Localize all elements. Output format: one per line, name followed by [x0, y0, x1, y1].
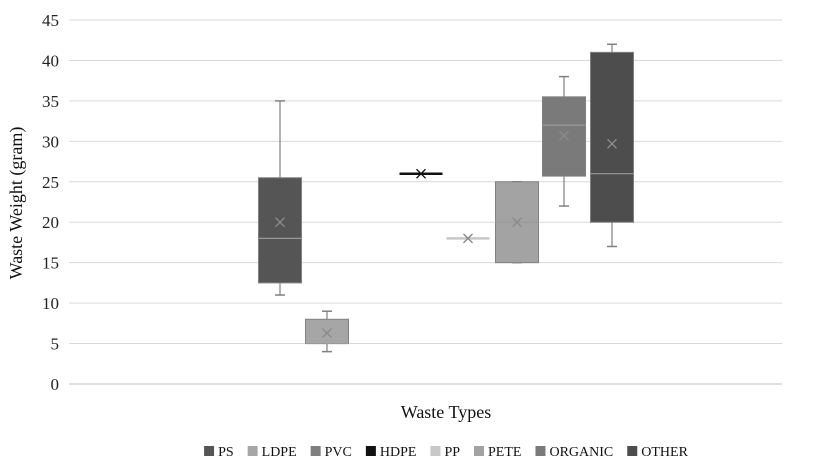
legend-item-pvc: PVC [310, 445, 352, 460]
legend-label: ORGANIC [549, 445, 613, 460]
y-tick-label: 40 [42, 51, 59, 70]
y-tick-label: 35 [42, 92, 59, 111]
mean-marker [322, 328, 332, 339]
mean-marker [463, 233, 473, 244]
legend-swatch [365, 446, 376, 456]
legend-item-pete: PETE [474, 445, 521, 460]
legend-item-other: OTHER [627, 445, 689, 460]
box-ps [258, 100, 302, 296]
legend-swatch [247, 446, 258, 456]
legend-label: HDPE [380, 445, 417, 460]
box-body [542, 96, 586, 177]
grid [69, 19, 782, 385]
box-series [258, 43, 634, 353]
legend-label: OTHER [641, 445, 688, 460]
y-tick-label: 45 [42, 11, 59, 30]
legend: PS LDPE PVC HDPE PP PETE ORGANIC OTHER [204, 445, 689, 460]
legend-swatch [204, 446, 215, 456]
y-tick-label: 0 [51, 375, 60, 394]
legend-label: PP [444, 445, 460, 460]
legend-item-ps: PS [204, 445, 234, 460]
box-body [258, 177, 302, 284]
box-hdpe [399, 168, 443, 179]
legend-item-ldpe: LDPE [247, 445, 297, 460]
legend-item-pp: PP [430, 445, 460, 460]
box-organic [542, 75, 586, 207]
y-tick-labels: 0 5 10 15 20 25 30 35 40 45 [42, 11, 59, 394]
box-pp [446, 233, 490, 244]
legend-swatch [627, 446, 638, 456]
mean-marker [559, 130, 569, 141]
legend-swatch [430, 446, 441, 456]
y-tick-label: 10 [42, 294, 59, 313]
legend-swatch [474, 446, 485, 456]
y-tick-label: 30 [42, 132, 59, 151]
legend-item-organic: ORGANIC [535, 445, 613, 460]
box-other [590, 43, 634, 248]
x-axis-title: Waste Types [401, 402, 491, 422]
box-body [590, 51, 634, 223]
y-tick-label: 25 [42, 173, 59, 192]
y-axis-title: Waste Weight (gram) [6, 127, 27, 280]
legend-label: PVC [325, 445, 352, 460]
legend-swatch [310, 446, 321, 456]
legend-label: PETE [488, 445, 521, 460]
y-tick-label: 5 [51, 335, 60, 354]
mean-marker [275, 217, 285, 228]
box-ldpe [305, 310, 349, 353]
box-pete [495, 181, 539, 264]
y-tick-label: 20 [42, 213, 59, 232]
legend-label: LDPE [262, 445, 297, 460]
mean-marker [512, 217, 522, 228]
mean-marker [607, 138, 617, 149]
legend-label: PS [218, 445, 234, 460]
box-body [305, 318, 349, 345]
y-tick-label: 15 [42, 254, 59, 273]
legend-swatch [535, 446, 546, 456]
legend-item-hdpe: HDPE [365, 445, 417, 460]
mean-marker [416, 168, 426, 179]
